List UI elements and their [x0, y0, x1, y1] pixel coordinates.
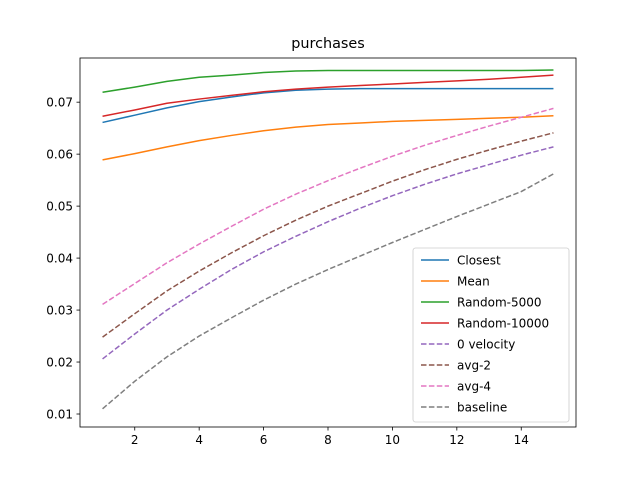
- y-tick-label: 0.04: [46, 251, 73, 265]
- series-line-0-velocity: [102, 146, 554, 360]
- series-line-avg-2: [102, 132, 554, 338]
- y-tick-label: 0.01: [46, 407, 73, 421]
- legend-label-closest: Closest: [457, 253, 501, 267]
- legend-label-mean: Mean: [457, 274, 490, 288]
- x-tick-label: 12: [449, 433, 464, 447]
- series-line-baseline: [102, 173, 554, 410]
- x-tick-label: 2: [131, 433, 139, 447]
- legend-label-random-10000: Random-10000: [457, 316, 549, 330]
- x-tick-label: 10: [385, 433, 400, 447]
- y-tick-label: 0.02: [46, 355, 73, 369]
- x-tick-label: 4: [195, 433, 203, 447]
- series-layer: [102, 69, 554, 410]
- x-tick-label: 14: [514, 433, 529, 447]
- axes-layer: 2 4 6 8 10 12 14 0.01 0.02 0.03 0.04 0.05 0.06 0.07: [46, 57, 577, 447]
- series-line-avg-4: [102, 107, 554, 305]
- y-tick-label: 0.05: [46, 199, 73, 213]
- series-line-closest: [102, 87, 554, 124]
- x-tick-label: 8: [324, 433, 332, 447]
- legend-label-0-velocity: 0 velocity: [457, 337, 515, 351]
- legend-box: [412, 247, 570, 423]
- y-tick-label: 0.03: [46, 303, 73, 317]
- legend: Closest Mean Random-5000 Random-10000 0 velo…: [412, 247, 570, 423]
- y-tick-label: 0.07: [46, 95, 73, 109]
- legend-label-baseline: baseline: [457, 400, 507, 414]
- series-line-random-5000: [102, 69, 554, 94]
- x-tick-label: 6: [260, 433, 268, 447]
- legend-label-avg-4: avg-4: [457, 379, 491, 393]
- legend-label-avg-2: avg-2: [457, 358, 491, 372]
- legend-label-random-5000: Random-5000: [457, 295, 542, 309]
- series-line-mean: [102, 114, 554, 161]
- chart-title: purchases: [291, 36, 365, 52]
- y-tick-label: 0.06: [46, 147, 73, 161]
- series-line-random-10000: [102, 74, 554, 117]
